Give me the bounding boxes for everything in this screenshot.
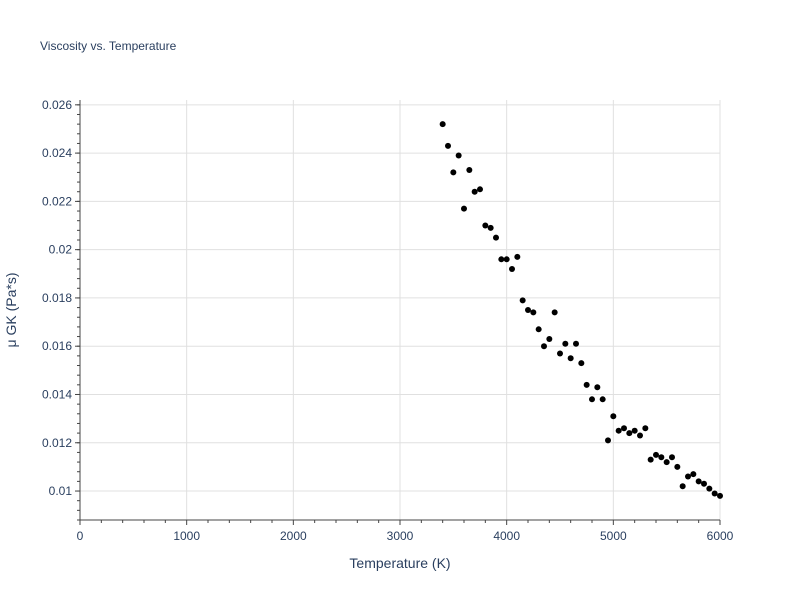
x-tick-label: 2000: [280, 529, 307, 543]
data-point: [583, 381, 590, 388]
data-point: [487, 224, 494, 231]
data-point: [466, 167, 473, 173]
data-point: [546, 335, 553, 342]
axes: 0 1000 2000 3000 4000 5000 6000 0.01 0.012 0.014 0…: [42, 98, 734, 543]
y-tick-label: 0.018: [42, 291, 72, 305]
y-tick-label: 0.016: [42, 339, 72, 353]
data-point: [605, 437, 611, 444]
data-point: [711, 490, 718, 497]
x-axis-title: Temperature (K): [349, 555, 450, 571]
data-point: [685, 473, 691, 480]
data-point: [626, 430, 633, 437]
gridlines: [80, 100, 721, 520]
data-point: [669, 454, 675, 461]
data-point: [530, 309, 537, 316]
data-point: [471, 188, 478, 195]
data-point: [637, 432, 643, 439]
data-point: [653, 451, 659, 458]
y-tick-label: 0.014: [42, 387, 72, 401]
x-tick-label: 1000: [173, 529, 200, 543]
data-point: [482, 222, 489, 229]
data-point: [594, 384, 601, 391]
data-point: [717, 492, 723, 499]
data-point: [567, 355, 574, 362]
data-point: [562, 340, 569, 347]
data-point: [541, 343, 547, 350]
data-point: [455, 152, 462, 159]
y-axis-title: μ GK (Pa*s): [3, 273, 19, 348]
data-point: [599, 396, 606, 403]
x-tick-label: 5000: [600, 529, 627, 543]
data-point: [551, 309, 558, 316]
data-point: [701, 480, 707, 487]
y-tick-label: 0.01: [49, 484, 73, 498]
data-point: [498, 256, 505, 263]
data-point: [493, 234, 499, 241]
data-point: [674, 463, 681, 470]
y-tick-label: 0.026: [42, 98, 72, 112]
data-point: [610, 413, 617, 420]
y-tick-label: 0.012: [42, 436, 72, 450]
data-point: [514, 253, 521, 260]
data-point: [647, 456, 654, 463]
data-point: [450, 169, 457, 176]
data-points: [439, 121, 723, 499]
y-tick-label: 0.02: [49, 243, 73, 257]
data-point: [589, 396, 595, 403]
x-tick-label: 3000: [387, 529, 414, 543]
data-point: [706, 485, 713, 492]
data-point: [477, 186, 483, 193]
chart-title: Viscosity vs. Temperature: [40, 39, 177, 53]
x-tick-label: 6000: [707, 529, 734, 543]
data-point: [578, 360, 585, 367]
data-point: [615, 427, 622, 434]
data-point: [631, 427, 638, 434]
data-point: [695, 478, 702, 485]
data-point: [679, 483, 686, 490]
data-point: [519, 297, 526, 304]
x-tick-label: 0: [77, 529, 84, 543]
data-point: [461, 205, 467, 212]
data-point: [509, 265, 515, 272]
x-tick-label: 4000: [493, 529, 520, 543]
data-point: [525, 307, 531, 313]
y-tick-label: 0.024: [42, 146, 72, 160]
data-point: [663, 459, 670, 466]
data-point: [445, 142, 451, 149]
data-point: [621, 425, 627, 432]
data-point: [658, 454, 665, 461]
data-point: [503, 256, 510, 263]
data-point: [690, 471, 697, 478]
data-point: [642, 425, 649, 432]
data-point: [557, 350, 563, 357]
data-point: [439, 121, 446, 128]
data-point: [535, 326, 542, 333]
data-point: [573, 340, 579, 347]
y-tick-label: 0.022: [42, 194, 72, 208]
